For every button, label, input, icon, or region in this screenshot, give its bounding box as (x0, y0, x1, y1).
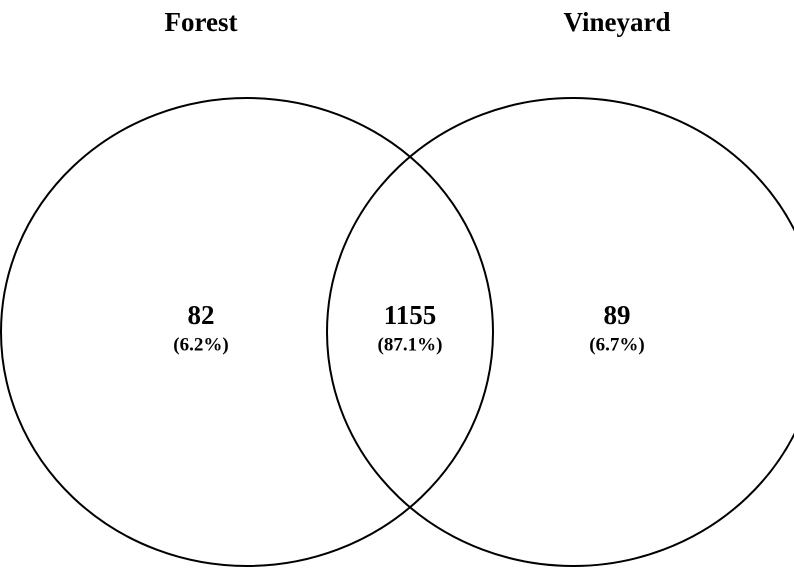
region-count: 1155 (384, 300, 437, 330)
region-count: 89 (604, 300, 631, 330)
region-percent: (6.7%) (589, 334, 644, 355)
set-circle (326, 97, 794, 567)
set-circle (0, 97, 494, 567)
region-percent: (87.1%) (378, 334, 443, 355)
region-count: 82 (188, 300, 215, 330)
set-title: Forest (165, 7, 238, 37)
set-title: Vineyard (564, 7, 671, 37)
region-percent: (6.2%) (173, 334, 228, 355)
